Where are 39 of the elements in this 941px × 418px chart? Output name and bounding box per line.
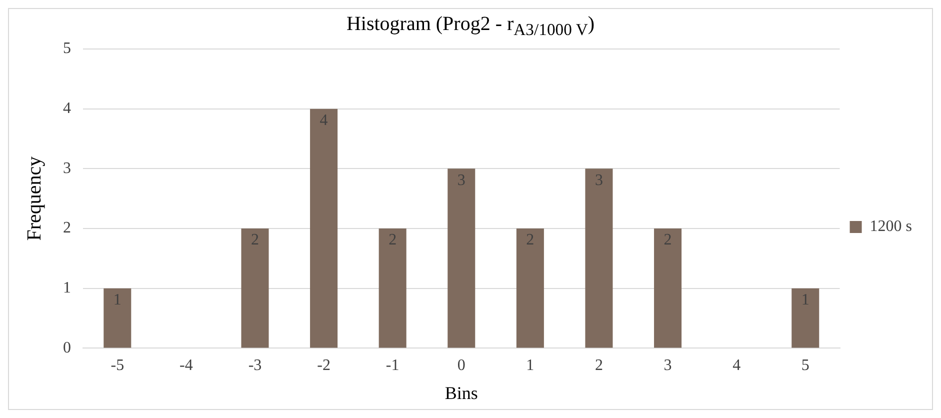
- bar: [448, 168, 476, 348]
- bar: [104, 288, 132, 348]
- x-tick-label: 2: [594, 357, 603, 374]
- y-tick-label: 3: [63, 160, 71, 177]
- bar: [378, 228, 406, 348]
- x-tick-label: -3: [248, 357, 262, 374]
- y-tick-label: 4: [63, 100, 71, 118]
- data-label: 3: [457, 172, 466, 189]
- y-tick-label: 5: [63, 40, 71, 58]
- x-axis-title: Bins: [444, 382, 478, 403]
- x-tick-label: -5: [110, 357, 124, 374]
- x-tick-label: -4: [180, 357, 193, 374]
- bar: [310, 108, 338, 348]
- bar: [516, 228, 544, 348]
- x-tick-label: 0: [457, 357, 466, 374]
- bar: [241, 228, 269, 348]
- data-label: 4: [320, 112, 328, 130]
- y-axis-title: Frequency: [23, 156, 46, 241]
- x-tick-label: 5: [801, 357, 810, 374]
- data-label: 2: [664, 232, 672, 249]
- x-tick-label: -2: [317, 357, 330, 374]
- bar: [654, 228, 682, 348]
- legend-label: 1200 s: [870, 218, 912, 236]
- y-tick-label: 0: [63, 339, 71, 356]
- x-tick-label: 3: [664, 357, 672, 374]
- data-label: 1: [801, 292, 810, 309]
- y-tick-label: 1: [63, 280, 71, 297]
- data-label: 1: [113, 292, 122, 309]
- bar: [585, 168, 613, 348]
- x-tick-label: 1: [526, 357, 534, 374]
- data-label: 2: [388, 232, 397, 249]
- data-label: 2: [250, 232, 259, 249]
- data-label: 3: [594, 172, 603, 189]
- y-tick-label: 2: [63, 220, 71, 237]
- chart-title: Histogram (Prog2 - r$_{A3/1000 V}$): [345, 13, 596, 40]
- x-tick-label: 4: [732, 357, 741, 374]
- data-label: 2: [526, 232, 534, 249]
- bar: [792, 288, 820, 348]
- x-tick-label: -1: [386, 357, 400, 374]
